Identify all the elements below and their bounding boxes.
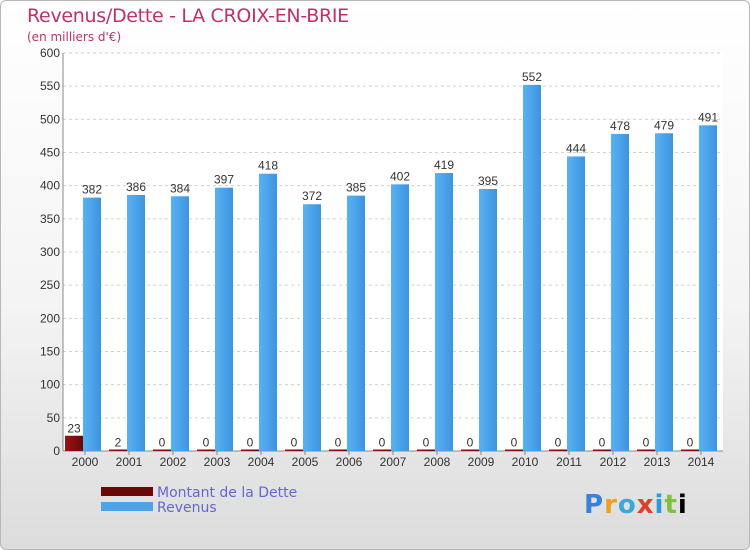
legend-swatch-debt [101,487,153,496]
bar-revenue-2010 [523,84,541,451]
data-label-revenue-2009: 395 [478,174,498,188]
data-label-revenue-2004: 418 [258,159,278,173]
x-tick-label-2008: 2008 [424,455,451,469]
data-label-revenue-2007: 402 [390,169,410,183]
data-label-revenue-2008: 419 [434,158,454,172]
bar-revenue-2001 [127,194,145,451]
x-tick-label-2002: 2002 [160,455,187,469]
bar-revenue-2000 [83,197,101,451]
legend-label-debt: Montant de la Dette [157,485,298,501]
x-tick-label-2013: 2013 [644,455,671,469]
data-label-debt-2002: 0 [159,436,166,450]
x-tick-label-2014: 2014 [688,455,715,469]
bar-debt-2004 [241,449,259,451]
data-label-debt-2012: 0 [599,436,606,450]
data-label-revenue-2003: 397 [214,173,234,187]
y-tick-label: 550 [40,79,60,93]
bar-revenue-2006 [347,195,365,451]
y-tick-label: 450 [40,146,60,160]
data-label-revenue-2011: 444 [566,141,586,155]
legend-swatch-revenue [101,502,153,511]
data-label-revenue-2001: 386 [126,180,146,194]
x-tick-label-2004: 2004 [248,455,275,469]
y-tick-label: 350 [40,212,60,226]
y-tick-label: 500 [40,112,60,126]
y-tick-label: 400 [40,179,60,193]
y-tick-label: 300 [40,245,60,259]
chart-title: Revenus/Dette - LA CROIX-EN-BRIE [27,5,349,27]
bar-revenue-2005 [303,204,321,451]
data-label-revenue-2013: 479 [654,118,674,132]
bar-debt-2012 [593,449,611,451]
data-label-debt-2011: 0 [555,436,562,450]
labels-layer: 0501001502002503003504004505005506002338… [40,46,718,469]
data-label-debt-2005: 0 [291,436,298,450]
data-label-debt-2009: 0 [467,436,474,450]
bar-debt-2003 [197,449,215,451]
x-tick-label-2005: 2005 [292,455,319,469]
bar-revenue-2012 [611,133,629,451]
x-tick-label-2007: 2007 [380,455,407,469]
bar-revenue-2003 [215,187,233,451]
data-label-revenue-2000: 382 [82,183,102,197]
bar-debt-2014 [681,449,699,451]
bar-debt-2010 [505,449,523,451]
x-tick-label-2009: 2009 [468,455,495,469]
bar-debt-2000 [65,435,83,451]
bar-revenue-2004 [259,173,277,451]
bar-debt-2005 [285,449,303,451]
y-tick-label: 200 [40,311,60,325]
data-label-debt-2003: 0 [203,436,210,450]
y-tick-label: 250 [40,278,60,292]
x-tick-label-2012: 2012 [600,455,627,469]
bar-revenue-2008 [435,173,453,451]
data-label-debt-2001: 2 [115,436,122,450]
x-tick-label-2003: 2003 [204,455,231,469]
x-tick-label-2000: 2000 [72,455,99,469]
proxiti-logo: Proxiti [584,490,688,520]
bar-revenue-2014 [699,125,717,451]
x-tick-label-2011: 2011 [556,455,582,469]
data-label-debt-2006: 0 [335,436,342,450]
x-tick-label-2006: 2006 [336,455,363,469]
data-label-debt-2014: 0 [687,436,694,450]
bar-debt-2007 [373,449,391,451]
bar-debt-2009 [461,449,479,451]
x-tick-label-2001: 2001 [116,455,143,469]
bar-revenue-2002 [171,196,189,451]
data-label-revenue-2005: 372 [302,189,322,203]
y-tick-label: 600 [40,46,60,60]
bar-revenue-2011 [567,156,585,452]
bar-revenue-2013 [655,133,673,451]
data-label-debt-2013: 0 [643,436,650,450]
bar-debt-2013 [637,449,655,451]
data-label-revenue-2014: 491 [698,110,718,124]
data-label-debt-2008: 0 [423,436,430,450]
bars-layer [65,84,717,452]
legend-label-revenue: Revenus [157,500,217,516]
y-tick-label: 50 [47,411,61,425]
bar-debt-2006 [329,449,347,451]
bar-debt-2001 [109,449,127,451]
data-label-debt-2007: 0 [379,436,386,450]
bar-revenue-2009 [479,188,497,451]
data-label-debt-2000: 23 [67,422,81,436]
y-tick-label: 100 [40,378,60,392]
chart-subtitle: (en milliers d'€) [27,30,122,44]
bar-debt-2008 [417,449,435,451]
bar-debt-2002 [153,449,171,451]
bar-revenue-2007 [391,184,409,451]
x-tick-label-2010: 2010 [512,455,539,469]
data-label-revenue-2010: 552 [522,70,542,84]
bar-debt-2011 [549,449,567,451]
data-label-revenue-2002: 384 [170,181,190,195]
y-tick-label: 0 [53,444,60,458]
data-label-revenue-2012: 478 [610,119,630,133]
data-label-debt-2010: 0 [511,436,518,450]
data-label-revenue-2006: 385 [346,181,366,195]
y-tick-label: 150 [40,345,60,359]
data-label-debt-2004: 0 [247,436,254,450]
